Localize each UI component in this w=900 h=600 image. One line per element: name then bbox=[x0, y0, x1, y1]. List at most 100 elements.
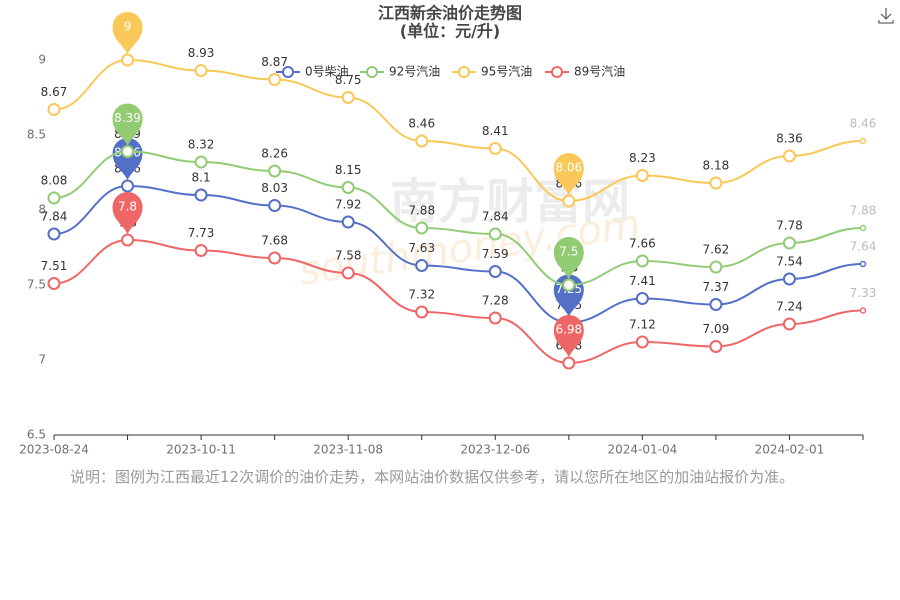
point bbox=[488, 311, 502, 325]
data-label: 8.23 bbox=[629, 151, 656, 165]
data-label: 7.59 bbox=[482, 247, 509, 261]
data-label: 8.46 bbox=[408, 117, 435, 131]
x-tick-label: 2023-10-11 bbox=[166, 443, 236, 457]
point bbox=[635, 335, 649, 349]
point bbox=[709, 298, 723, 311]
data-label: 8.46 bbox=[850, 117, 877, 131]
point bbox=[709, 340, 723, 353]
point bbox=[268, 251, 282, 265]
point bbox=[488, 265, 502, 278]
y-tick-label: 7.5 bbox=[27, 278, 46, 292]
data-label: 7.32 bbox=[408, 288, 435, 302]
point bbox=[859, 137, 867, 145]
data-label: 7.64 bbox=[850, 240, 877, 254]
y-tick-label: 8.5 bbox=[27, 128, 46, 142]
point bbox=[268, 73, 282, 86]
data-label: 7.62 bbox=[703, 243, 730, 257]
point bbox=[859, 260, 867, 268]
legend-marker bbox=[282, 66, 294, 78]
legend-marker bbox=[458, 66, 470, 78]
max-min-pin bbox=[112, 192, 143, 234]
legend-label: 0号柴油 bbox=[305, 65, 349, 79]
data-label: 7.88 bbox=[850, 204, 877, 218]
data-label: 8.1 bbox=[192, 171, 211, 185]
data-label: 7.58 bbox=[335, 249, 362, 263]
data-label: 8.18 bbox=[703, 159, 730, 173]
max-min-pin bbox=[553, 315, 584, 357]
point bbox=[562, 356, 576, 370]
data-label: 7.41 bbox=[629, 274, 656, 288]
pin-label: 8.39 bbox=[114, 111, 141, 125]
download-icon[interactable] bbox=[878, 8, 894, 24]
max-min-pin bbox=[112, 103, 143, 146]
data-label: 7.84 bbox=[41, 210, 68, 224]
series-line bbox=[53, 150, 864, 287]
y-tick-label: 7 bbox=[38, 353, 46, 367]
y-tick-label: 8 bbox=[38, 203, 46, 217]
point bbox=[859, 224, 867, 232]
data-label: 7.28 bbox=[482, 294, 509, 308]
data-label: 7.37 bbox=[703, 280, 730, 294]
point bbox=[47, 103, 61, 116]
legend-item[interactable]: 92号汽油 bbox=[360, 64, 440, 79]
point bbox=[268, 199, 282, 212]
point bbox=[194, 155, 208, 169]
point bbox=[782, 272, 796, 286]
point bbox=[194, 64, 208, 77]
legend-item[interactable]: 0号柴油 bbox=[276, 65, 349, 79]
data-label: 7.78 bbox=[776, 219, 803, 233]
watermark: 南方财富网 bbox=[390, 174, 630, 230]
data-label: 7.66 bbox=[629, 237, 656, 251]
point bbox=[782, 149, 796, 163]
legend-item[interactable]: 95号汽油 bbox=[452, 64, 532, 79]
x-tick-label: 2023-11-08 bbox=[313, 443, 383, 457]
legend-label: 95号汽油 bbox=[481, 64, 532, 79]
pin-label: 7.5 bbox=[559, 245, 578, 259]
data-label: 7.09 bbox=[703, 322, 730, 336]
data-label: 7.54 bbox=[776, 255, 803, 269]
data-label: 7.51 bbox=[41, 259, 68, 273]
data-label: 7.33 bbox=[850, 286, 877, 300]
download-glyph[interactable] bbox=[878, 8, 894, 24]
legend-item[interactable]: 89号汽油 bbox=[545, 64, 625, 79]
x-tick-label: 2023-12-06 bbox=[460, 443, 530, 457]
data-label: 8.03 bbox=[261, 181, 288, 195]
pin-label: 9 bbox=[124, 20, 132, 34]
data-label: 7.88 bbox=[408, 204, 435, 218]
point bbox=[47, 191, 61, 205]
data-label: 8.15 bbox=[335, 163, 362, 177]
data-label: 8.67 bbox=[41, 85, 68, 99]
data-label: 7.73 bbox=[188, 226, 215, 240]
max-min-pin bbox=[112, 138, 143, 180]
point bbox=[562, 278, 576, 292]
point bbox=[415, 134, 429, 148]
point bbox=[635, 292, 649, 305]
point bbox=[709, 176, 723, 190]
point bbox=[194, 188, 208, 202]
point bbox=[415, 305, 429, 319]
pin-label: 8.06 bbox=[555, 161, 582, 175]
point bbox=[341, 91, 355, 104]
max-min-pin bbox=[553, 153, 584, 195]
point bbox=[415, 259, 429, 272]
point bbox=[47, 227, 61, 241]
x-tick-label: 2024-01-04 bbox=[607, 443, 677, 457]
point bbox=[635, 254, 649, 268]
point bbox=[488, 227, 502, 241]
data-label: 8.75 bbox=[335, 73, 362, 87]
point bbox=[121, 233, 135, 247]
legend-marker bbox=[551, 66, 563, 78]
point bbox=[341, 266, 355, 280]
data-label: 7.12 bbox=[629, 318, 656, 332]
data-label: 7.24 bbox=[776, 300, 803, 314]
point bbox=[341, 181, 355, 194]
pin-label: 6.98 bbox=[555, 323, 582, 337]
point bbox=[782, 236, 796, 250]
data-label: 8.41 bbox=[482, 124, 509, 138]
point bbox=[194, 244, 208, 257]
point bbox=[121, 53, 135, 67]
data-label: 8.08 bbox=[41, 174, 68, 188]
point bbox=[782, 317, 796, 331]
